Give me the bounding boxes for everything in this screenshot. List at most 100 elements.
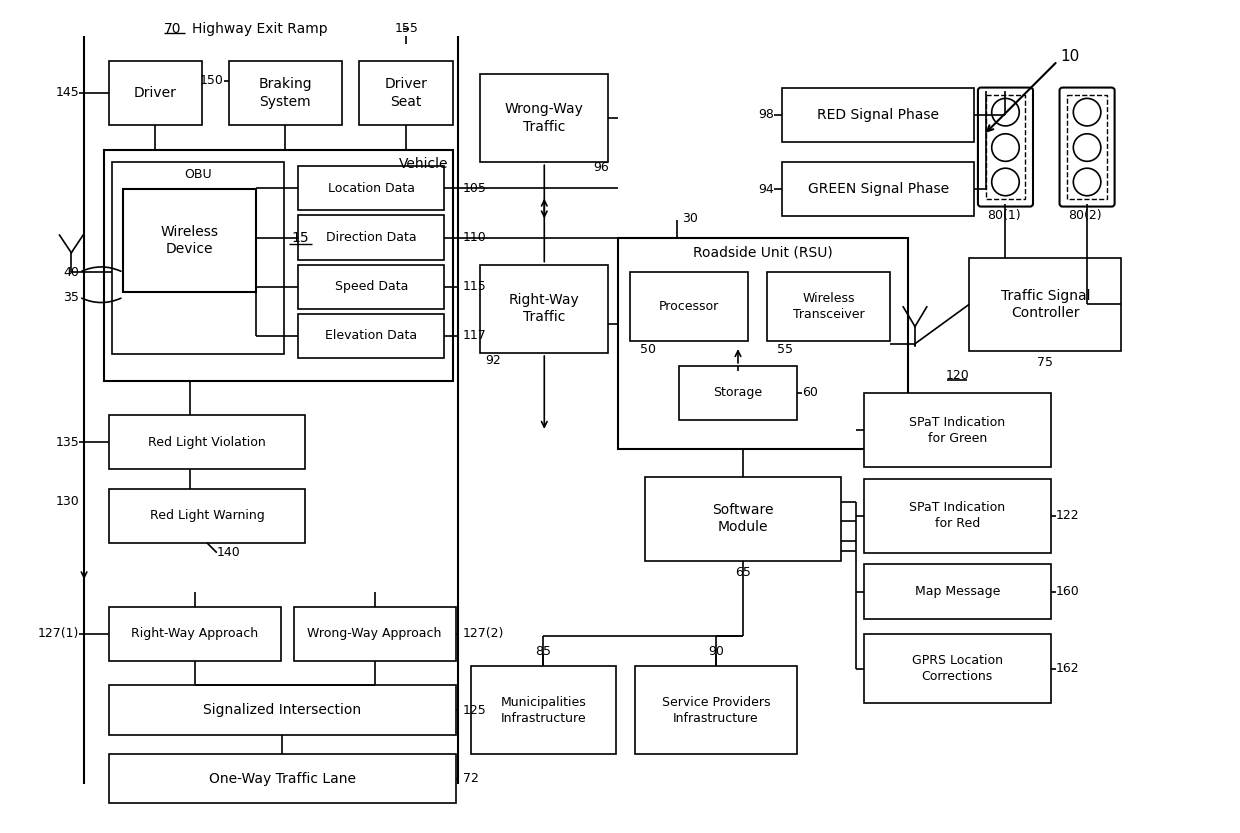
- Text: Wireless
Device: Wireless Device: [161, 225, 218, 256]
- Text: 115: 115: [463, 280, 486, 293]
- Bar: [864, 565, 1050, 619]
- Text: 65: 65: [735, 566, 751, 579]
- Text: 122: 122: [1055, 509, 1079, 522]
- Text: Signalized Intersection: Signalized Intersection: [203, 703, 361, 717]
- Bar: [299, 265, 444, 309]
- Text: 90: 90: [708, 645, 724, 657]
- Bar: [618, 238, 908, 450]
- Bar: [299, 314, 444, 358]
- Text: Vehicle: Vehicle: [399, 157, 448, 172]
- Text: 98: 98: [759, 108, 775, 121]
- Text: 96: 96: [594, 161, 609, 174]
- Text: Right-Way
Traffic: Right-Way Traffic: [508, 293, 579, 325]
- Bar: [360, 61, 453, 125]
- Bar: [109, 415, 305, 469]
- Text: Municipalities
Infrastructure: Municipalities Infrastructure: [501, 696, 587, 725]
- Text: Red Light Violation: Red Light Violation: [148, 436, 265, 448]
- Text: 55: 55: [777, 342, 794, 356]
- Bar: [228, 61, 342, 125]
- Text: 130: 130: [56, 495, 79, 507]
- Circle shape: [1074, 98, 1101, 126]
- Text: 110: 110: [463, 231, 486, 244]
- Text: 117: 117: [463, 329, 486, 342]
- Text: 162: 162: [1055, 662, 1079, 676]
- Text: Map Message: Map Message: [915, 585, 999, 598]
- Text: 160: 160: [1055, 585, 1079, 598]
- Bar: [630, 272, 748, 342]
- Text: 30: 30: [682, 212, 698, 225]
- Text: Right-Way Approach: Right-Way Approach: [131, 627, 258, 641]
- Text: Software
Module: Software Module: [712, 503, 774, 535]
- Text: Wrong-Way Approach: Wrong-Way Approach: [308, 627, 441, 641]
- Bar: [109, 686, 456, 735]
- Text: 150: 150: [200, 74, 223, 87]
- Text: 105: 105: [463, 182, 486, 195]
- Bar: [104, 150, 453, 381]
- FancyBboxPatch shape: [986, 96, 1025, 199]
- Text: 35: 35: [63, 291, 79, 303]
- Text: Highway Exit Ramp: Highway Exit Ramp: [192, 22, 327, 36]
- Bar: [299, 216, 444, 260]
- Text: Red Light Warning: Red Light Warning: [150, 509, 264, 522]
- Bar: [864, 634, 1050, 703]
- Text: 125: 125: [463, 704, 486, 716]
- Text: Traffic Signal
Controller: Traffic Signal Controller: [1001, 289, 1090, 320]
- Bar: [782, 87, 973, 142]
- Text: GPRS Location
Corrections: GPRS Location Corrections: [911, 654, 1003, 683]
- Bar: [294, 606, 456, 661]
- Bar: [109, 489, 305, 543]
- Text: Elevation Data: Elevation Data: [325, 329, 418, 342]
- Text: 145: 145: [56, 87, 79, 99]
- Text: One-Way Traffic Lane: One-Way Traffic Lane: [208, 772, 356, 786]
- Bar: [635, 666, 797, 754]
- Text: SPaT Indication
for Red: SPaT Indication for Red: [909, 501, 1006, 531]
- Text: 50: 50: [640, 342, 656, 356]
- Bar: [480, 265, 608, 353]
- Text: Braking
System: Braking System: [258, 77, 312, 108]
- Bar: [864, 479, 1050, 552]
- Bar: [109, 754, 456, 804]
- Text: Processor: Processor: [658, 301, 719, 313]
- Text: 15: 15: [291, 231, 309, 245]
- Text: 40: 40: [63, 266, 79, 279]
- Bar: [109, 606, 280, 661]
- Text: RED Signal Phase: RED Signal Phase: [817, 107, 939, 122]
- Circle shape: [992, 168, 1019, 196]
- Text: GREEN Signal Phase: GREEN Signal Phase: [807, 182, 949, 197]
- Text: Speed Data: Speed Data: [335, 280, 408, 293]
- Text: 80(2): 80(2): [1069, 209, 1102, 222]
- Text: 94: 94: [759, 183, 775, 196]
- Circle shape: [1074, 168, 1101, 196]
- Bar: [470, 666, 616, 754]
- Bar: [782, 162, 973, 217]
- FancyBboxPatch shape: [1059, 87, 1115, 207]
- Text: Wireless
Transceiver: Wireless Transceiver: [794, 292, 864, 322]
- Bar: [299, 167, 444, 211]
- Bar: [480, 74, 608, 162]
- Text: 85: 85: [536, 645, 552, 657]
- Text: Roadside Unit (RSU): Roadside Unit (RSU): [693, 246, 833, 260]
- Bar: [112, 162, 284, 354]
- Text: Driver: Driver: [134, 86, 177, 100]
- Text: Wrong-Way
Traffic: Wrong-Way Traffic: [505, 102, 584, 134]
- Text: Service Providers
Infrastructure: Service Providers Infrastructure: [662, 696, 770, 725]
- Bar: [645, 477, 841, 561]
- Text: 127(1): 127(1): [37, 627, 79, 641]
- Bar: [109, 61, 202, 125]
- Text: OBU: OBU: [184, 167, 212, 181]
- Bar: [864, 393, 1050, 467]
- Text: Storage: Storage: [713, 387, 763, 399]
- Bar: [124, 189, 257, 292]
- Text: Driver
Seat: Driver Seat: [384, 77, 428, 108]
- Text: 120: 120: [945, 369, 970, 382]
- Text: 127(2): 127(2): [463, 627, 503, 641]
- Text: 75: 75: [1038, 357, 1053, 369]
- Text: 155: 155: [394, 22, 418, 35]
- Text: 72: 72: [463, 772, 479, 786]
- Text: Direction Data: Direction Data: [326, 231, 417, 244]
- Text: 80(1): 80(1): [987, 209, 1021, 222]
- FancyBboxPatch shape: [978, 87, 1033, 207]
- Circle shape: [992, 98, 1019, 126]
- Circle shape: [1074, 134, 1101, 162]
- Text: 135: 135: [56, 436, 79, 448]
